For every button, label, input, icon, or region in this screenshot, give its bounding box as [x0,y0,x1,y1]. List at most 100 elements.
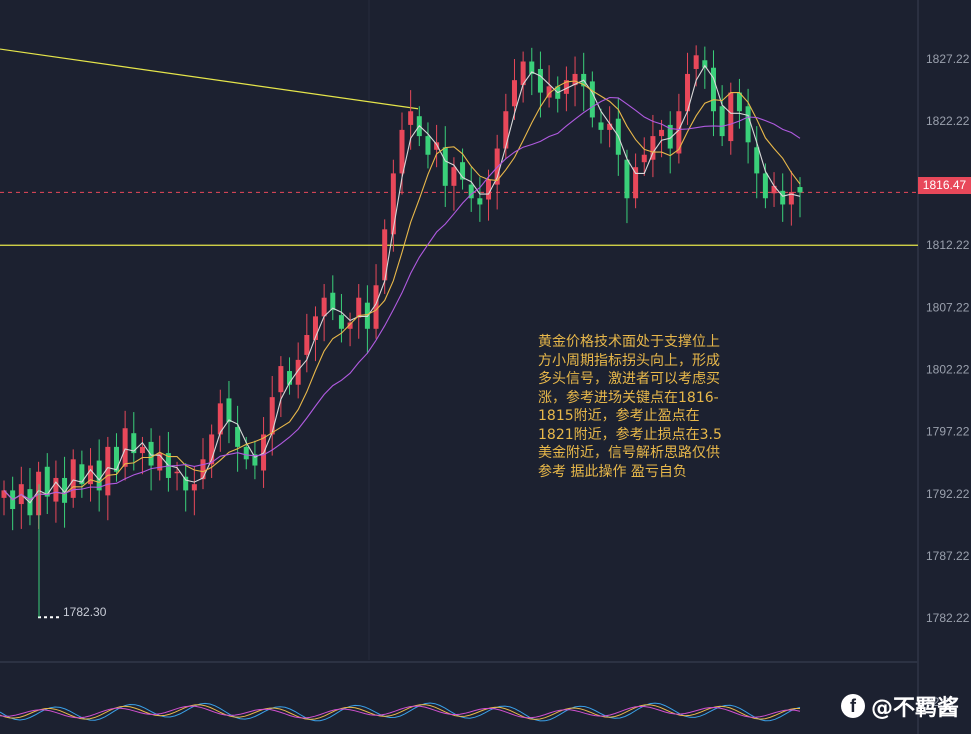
candle-body [624,159,630,199]
candle-body [442,147,448,186]
candle-body [174,471,180,474]
candle-body [710,67,716,112]
analysis-annotation: 黄金价格技术面处于支撑位上方小周期指标拐头向上，形成多头信号，激进者可以考虑买涨… [538,333,728,481]
candle-body [754,147,760,174]
analysis-text: 黄金价格技术面处于支撑位上方小周期指标拐头向上，形成多头信号，激进者可以考虑买涨… [538,334,722,480]
candle-body [607,123,613,130]
candle-body [633,167,639,199]
candle-body [468,184,474,199]
candle-body [425,136,431,155]
moving-average-line [3,96,801,501]
candle-body [520,61,526,86]
current-price-tag: 1816.47 [918,177,971,194]
candle-body [200,459,206,480]
candle-body [373,285,379,329]
candle-body [780,190,786,205]
candle-body [693,55,699,69]
oscillator-line [0,702,801,722]
candle-body [572,73,578,86]
low-price-value: 1782.30 [63,605,107,619]
candle-body [148,441,154,466]
candle-body [131,433,137,454]
candle-body [408,111,414,125]
candle-body [537,68,543,93]
candle-body [356,297,362,318]
y-axis-tick-label: 1797.22 [926,425,970,439]
candle-body [278,366,284,393]
candle-body [382,229,388,281]
candle-body [70,459,76,498]
candle-body [546,86,552,98]
candle-body [460,162,466,180]
y-axis-tick-label: 1807.22 [926,300,970,314]
y-axis-tick-label: 1792.22 [926,487,970,501]
candle-body [304,335,310,355]
candle-body [511,80,517,107]
candle-body [486,179,492,200]
facebook-icon: f [840,694,865,718]
candle-body [685,73,691,112]
candle-body [105,446,111,496]
candle-body [797,187,803,193]
candle-body [53,477,59,502]
brand-handle: @不羁酱 [870,696,959,721]
candle-body [157,453,163,471]
watermark-brand: f @不羁酱 [840,690,959,722]
y-axis-tick-label: 1812.22 [926,238,970,252]
y-axis-tick-label: 1787.22 [926,549,970,563]
candle-body [589,81,595,118]
candle-body [226,398,232,423]
candle-body [183,476,189,491]
candle-body [503,111,509,149]
candle-body [321,297,327,317]
candle-body [650,136,656,160]
candle-body [399,129,405,174]
candle-body [434,142,440,150]
candle-body [330,292,336,311]
candle-body [762,173,768,199]
current-price-value: 1816.47 [922,178,967,192]
candle-body [347,322,353,329]
candle-body [598,122,604,130]
candle-body [139,446,145,454]
y-axis-tick-label: 1827.22 [926,52,970,66]
resistance-trendline [0,48,419,110]
candle-body [88,465,94,485]
candle-body [745,106,751,143]
indicator-axis-label: 82.27 [926,695,956,709]
y-axis-tick-label: 1782.22 [926,611,970,625]
candle-body [312,316,318,340]
candle-body [702,60,708,68]
candle-body [191,484,197,491]
candle-body [243,446,249,460]
candle-body [529,61,535,74]
y-axis-tick-label: 1802.22 [926,363,970,377]
candle-body [96,460,102,491]
low-price-label: 1782.30 [63,605,106,619]
candle-body [79,464,85,485]
candle-body [563,80,569,94]
candle-body [659,129,665,137]
candle-body [1,490,7,498]
candle-body [667,124,673,149]
candle-body [269,397,275,435]
candle-body [477,198,483,205]
oscillator-line [0,704,800,720]
candle-body [771,185,777,194]
candle-body [451,167,457,186]
candle-body [719,106,725,137]
candle-body [641,154,647,163]
candle-body [295,359,301,385]
candle-body [338,315,344,329]
candle-body [122,428,128,467]
candle-body [676,111,682,154]
candle-body [287,371,293,385]
candle-body [62,477,68,503]
candle-body [44,466,50,497]
candle-body [728,92,734,142]
oscillator-line [0,705,801,719]
candle-body [736,92,742,112]
candle-body [217,403,223,435]
